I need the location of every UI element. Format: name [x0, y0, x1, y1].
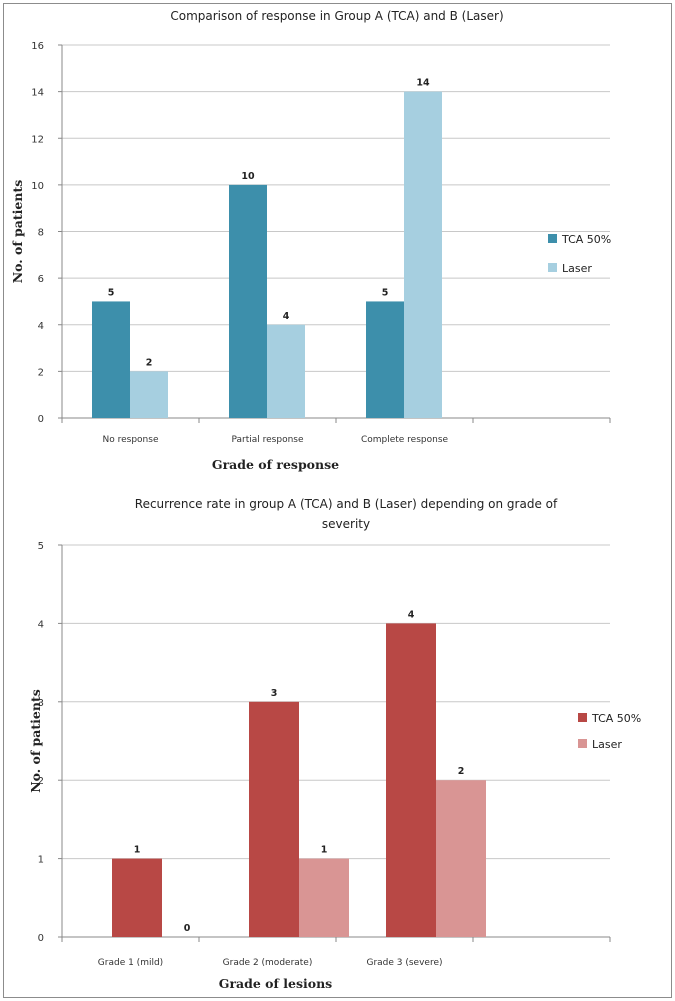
data-label: 1	[134, 845, 141, 856]
legend-label: Laser	[592, 738, 622, 751]
legend-label: TCA 50%	[591, 712, 641, 725]
bar-laser-0	[130, 371, 168, 418]
bar-laser-1	[299, 858, 349, 937]
bar-tca-50--1	[249, 701, 299, 937]
bar-tca-50--1	[229, 184, 267, 418]
x-axis-title: Grade of response	[212, 457, 339, 472]
data-label: 5	[108, 287, 115, 298]
y-tick-label: 0	[38, 414, 44, 425]
bar-laser-1	[267, 324, 305, 418]
bar-tca-50--2	[366, 301, 404, 418]
bar-tca-50--0	[112, 858, 162, 937]
y-tick-label: 12	[31, 134, 44, 145]
chart-title: Comparison of response in Group A (TCA) …	[170, 9, 503, 23]
x-category-label: Complete response	[361, 435, 449, 445]
legend-label: TCA 50%	[561, 233, 611, 246]
data-label: 2	[458, 766, 465, 777]
y-tick-label: 6	[38, 274, 44, 285]
response-comparison-chart: Comparison of response in Group A (TCA) …	[10, 9, 611, 472]
bar-tca-50--0	[92, 301, 130, 418]
legend-label: Laser	[562, 262, 592, 275]
x-category-label: No response	[103, 435, 159, 445]
data-label: 5	[382, 287, 389, 298]
y-tick-label: 4	[38, 619, 44, 630]
y-tick-label: 5	[38, 541, 44, 552]
y-tick-label: 1	[38, 855, 44, 866]
y-tick-label: 3	[38, 698, 44, 709]
data-label: 2	[146, 357, 153, 368]
y-tick-label: 2	[38, 367, 44, 378]
data-label: 0	[184, 923, 191, 934]
chart-title: Recurrence rate in group A (TCA) and B (…	[135, 497, 558, 511]
y-axis-title: No. of patients	[10, 180, 25, 284]
bar-tca-50--2	[386, 623, 436, 937]
legend-swatch	[578, 739, 587, 748]
legend-swatch	[578, 713, 587, 722]
figure-frame	[3, 3, 672, 998]
y-tick-label: 8	[38, 228, 44, 239]
y-tick-label: 0	[38, 933, 44, 944]
x-category-label: Partial response	[231, 435, 303, 445]
legend-swatch	[548, 234, 557, 243]
x-category-label: Grade 2 (moderate)	[223, 958, 313, 968]
y-axis-title: No. of patients	[28, 689, 43, 793]
data-label: 4	[408, 609, 415, 620]
x-category-label: Grade 3 (severe)	[366, 958, 442, 968]
chart-title: severity	[322, 517, 370, 531]
data-label: 14	[416, 78, 430, 89]
y-tick-label: 2	[38, 776, 44, 787]
data-label: 10	[241, 171, 255, 182]
y-tick-label: 16	[31, 41, 44, 52]
bar-laser-2	[436, 780, 486, 937]
y-tick-label: 10	[31, 181, 44, 192]
legend-swatch	[548, 263, 557, 272]
x-axis-title: Grade of lesions	[219, 976, 332, 991]
y-tick-label: 4	[38, 321, 44, 332]
data-label: 1	[321, 845, 328, 856]
data-label: 3	[271, 688, 278, 699]
data-label: 4	[283, 311, 290, 322]
y-tick-label: 14	[31, 88, 44, 99]
x-category-label: Grade 1 (mild)	[98, 958, 163, 968]
bar-laser-2	[404, 91, 442, 418]
